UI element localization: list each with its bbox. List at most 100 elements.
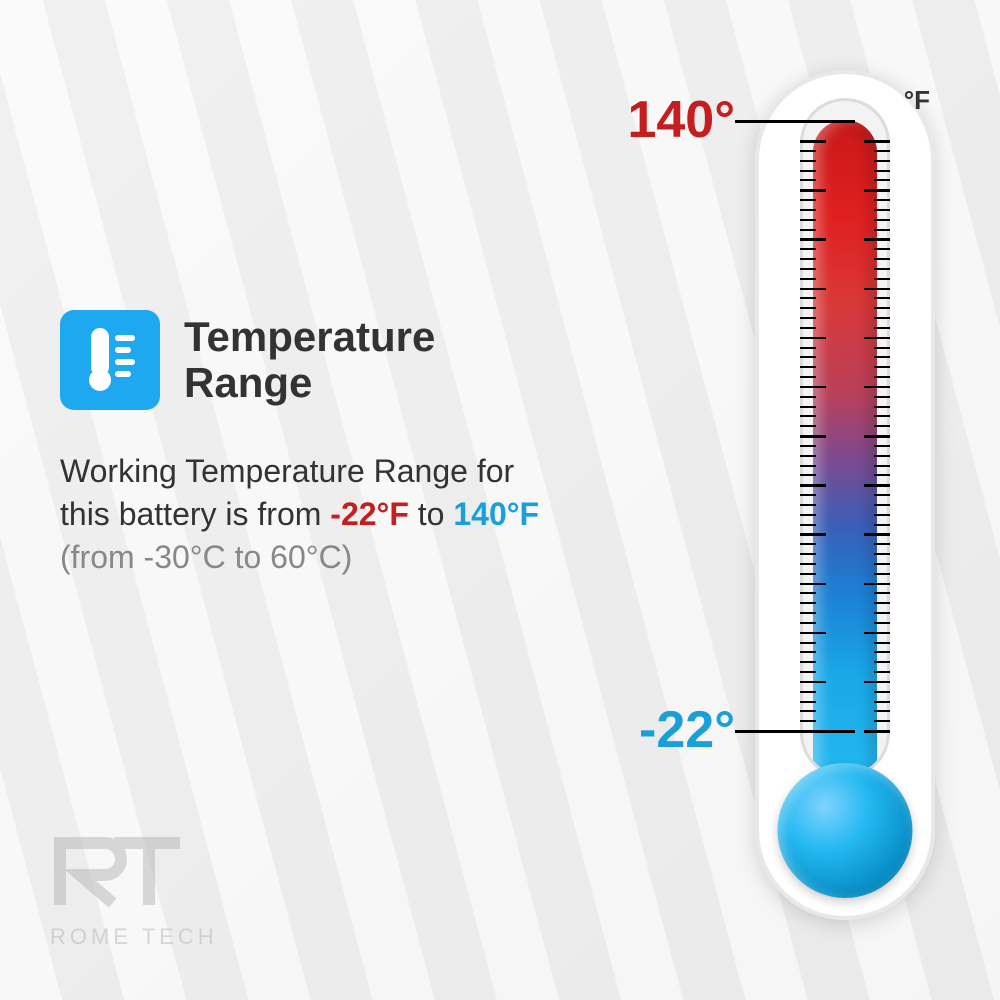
tick-mark xyxy=(874,701,890,703)
tick-mark xyxy=(800,671,816,673)
tick-mark xyxy=(864,730,890,733)
thermometer-bulb xyxy=(778,763,913,898)
tick-mark xyxy=(800,396,816,398)
tick-mark xyxy=(874,691,890,693)
tick-mark xyxy=(864,189,890,192)
tick-mark xyxy=(800,622,816,624)
tick-mark xyxy=(800,229,816,231)
tick-mark xyxy=(874,229,890,231)
tick-mark xyxy=(800,455,816,457)
tick-mark xyxy=(874,445,890,447)
tick-mark xyxy=(800,297,816,299)
tick-mark xyxy=(874,710,890,712)
tick-mark xyxy=(874,219,890,221)
tick-mark xyxy=(800,691,816,693)
tick-mark xyxy=(874,661,890,663)
desc-high-f: 140°F xyxy=(453,496,539,532)
tick-mark xyxy=(800,602,816,604)
thermometer-graphic: °F xyxy=(745,70,945,920)
brand-logo: ROME TECH xyxy=(50,831,218,950)
tick-mark xyxy=(800,425,816,427)
tick-mark xyxy=(874,297,890,299)
tick-mark xyxy=(874,150,890,152)
tick-mark xyxy=(800,592,816,594)
tick-mark xyxy=(800,415,816,417)
tick-mark xyxy=(874,396,890,398)
tick-mark xyxy=(864,140,890,143)
tick-mark xyxy=(800,376,816,378)
tick-mark xyxy=(874,622,890,624)
tick-mark xyxy=(864,337,890,340)
tick-mark xyxy=(800,445,816,447)
tick-mark xyxy=(874,327,890,329)
tick-mark xyxy=(800,573,816,575)
tick-mark xyxy=(874,376,890,378)
tick-mark xyxy=(874,415,890,417)
tick-mark xyxy=(874,720,890,722)
thermometer-body: °F xyxy=(755,70,935,920)
tick-mark xyxy=(800,189,826,192)
tick-mark xyxy=(874,248,890,250)
thermometer-icon xyxy=(60,310,160,410)
info-panel: TemperatureRange Working Temperature Ran… xyxy=(60,310,540,580)
tick-mark xyxy=(800,160,816,162)
tick-mark xyxy=(874,563,890,565)
tick-mark xyxy=(800,681,826,684)
tick-mark xyxy=(800,651,816,653)
high-temp-label: 140° xyxy=(627,90,735,150)
tick-mark xyxy=(800,543,816,545)
tick-mark xyxy=(864,632,890,635)
title-text: TemperatureRange xyxy=(184,314,435,406)
unit-label: °F xyxy=(904,85,930,116)
tick-mark xyxy=(800,288,826,291)
tick-mark xyxy=(874,347,890,349)
tick-mark xyxy=(800,632,826,635)
tick-mark xyxy=(800,248,816,250)
tick-mark xyxy=(874,671,890,673)
tick-mark xyxy=(800,150,816,152)
desc-mid: to xyxy=(409,496,453,532)
tick-mark xyxy=(874,278,890,280)
tick-mark xyxy=(800,386,826,389)
tick-mark xyxy=(864,681,890,684)
tick-mark xyxy=(800,661,816,663)
thermometer-ticks xyxy=(800,140,890,730)
tick-mark xyxy=(874,524,890,526)
high-leader-line xyxy=(735,120,855,123)
tick-mark xyxy=(874,612,890,614)
tick-mark xyxy=(800,238,826,241)
tick-mark xyxy=(800,140,826,143)
tick-mark xyxy=(874,160,890,162)
header-row: TemperatureRange xyxy=(60,310,540,410)
tick-mark xyxy=(864,533,890,536)
tick-mark xyxy=(874,366,890,368)
tick-mark xyxy=(800,563,816,565)
tick-mark xyxy=(800,583,826,586)
tick-mark xyxy=(874,602,890,604)
description-text: Working Temperature Range for this batte… xyxy=(60,450,540,580)
tick-mark xyxy=(864,484,890,487)
content-container: TemperatureRange Working Temperature Ran… xyxy=(0,0,1000,1000)
tick-mark xyxy=(874,209,890,211)
tick-mark xyxy=(800,199,816,201)
tick-mark xyxy=(800,268,816,270)
tick-mark xyxy=(800,710,816,712)
tick-mark xyxy=(874,543,890,545)
tick-mark xyxy=(800,474,816,476)
desc-low-f: -22°F xyxy=(330,496,409,532)
tick-mark xyxy=(874,474,890,476)
tick-mark xyxy=(874,592,890,594)
tick-mark xyxy=(800,514,816,516)
tick-mark xyxy=(800,553,816,555)
tick-mark xyxy=(800,494,816,496)
tick-mark xyxy=(874,406,890,408)
tick-mark xyxy=(864,435,890,438)
desc-celsius: (from -30°C to 60°C) xyxy=(60,539,352,575)
tick-mark xyxy=(800,720,816,722)
tick-mark xyxy=(864,386,890,389)
tick-mark xyxy=(800,701,816,703)
tick-mark xyxy=(800,209,816,211)
tick-mark xyxy=(874,356,890,358)
tick-mark xyxy=(874,514,890,516)
tick-mark xyxy=(874,179,890,181)
